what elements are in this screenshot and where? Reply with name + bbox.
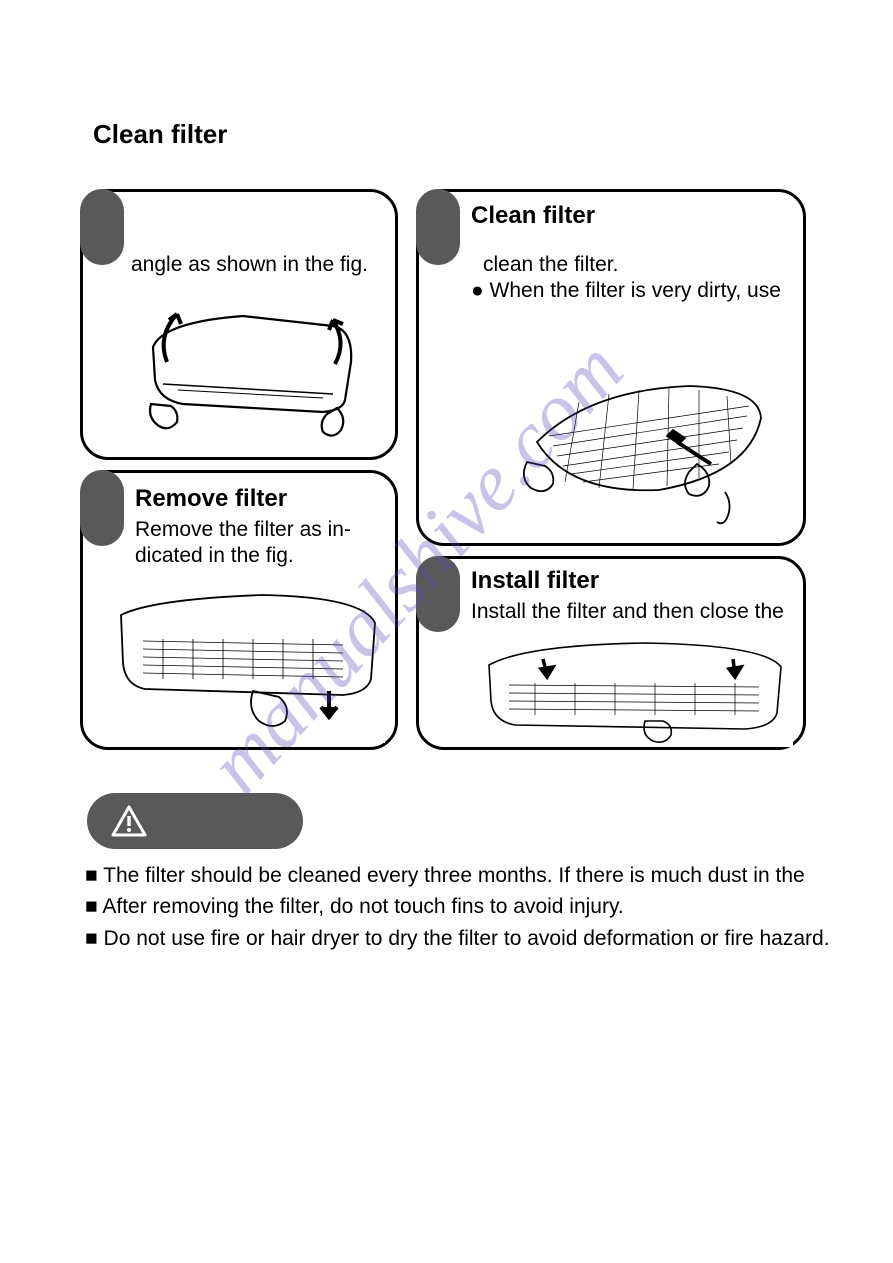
- illustration-open-panel: [123, 292, 371, 442]
- note-3: Do not use fire or hair dryer to dry the…: [85, 925, 843, 952]
- note-1: The filter should be cleaned every three…: [85, 862, 843, 889]
- step-badge-3: [416, 189, 460, 265]
- illustration-install-filter: [475, 635, 793, 747]
- panel-remove-heading: Remove filter: [135, 485, 381, 513]
- panel-clean-line2: When the filter is very dirty, use: [471, 278, 789, 304]
- panel-install-text: Install the filter and then close the: [471, 599, 789, 625]
- panel-install: Install filter Install the filter and th…: [416, 556, 806, 750]
- note-2: After removing the filter, do not touch …: [85, 893, 843, 920]
- warning-triangle-icon: [111, 805, 147, 837]
- step-badge-1: [80, 189, 124, 265]
- step-badge-4: [416, 556, 460, 632]
- panel-remove-text: Remove the filter as in­dicated in the f…: [135, 517, 381, 570]
- panel-open-text: angle as shown in the fig.: [131, 252, 381, 278]
- panel-remove: Remove filter Remove the filter as in­di…: [80, 470, 398, 750]
- illustration-clean-filter: [509, 372, 779, 532]
- warning-badge: [87, 793, 303, 849]
- panel-clean: Clean filter clean the filter. When the …: [416, 189, 806, 546]
- panel-clean-heading: Clean filter: [471, 202, 789, 230]
- illustration-remove-filter: [113, 583, 385, 743]
- panel-clean-line1: clean the filter.: [483, 252, 789, 278]
- panel-open: angle as shown in the fig.: [80, 189, 398, 460]
- page-title: Clean filter: [93, 119, 227, 150]
- step-badge-2: [80, 470, 124, 546]
- panel-install-heading: Install filter: [471, 567, 789, 595]
- notes-block: The filter should be cleaned every three…: [85, 862, 843, 952]
